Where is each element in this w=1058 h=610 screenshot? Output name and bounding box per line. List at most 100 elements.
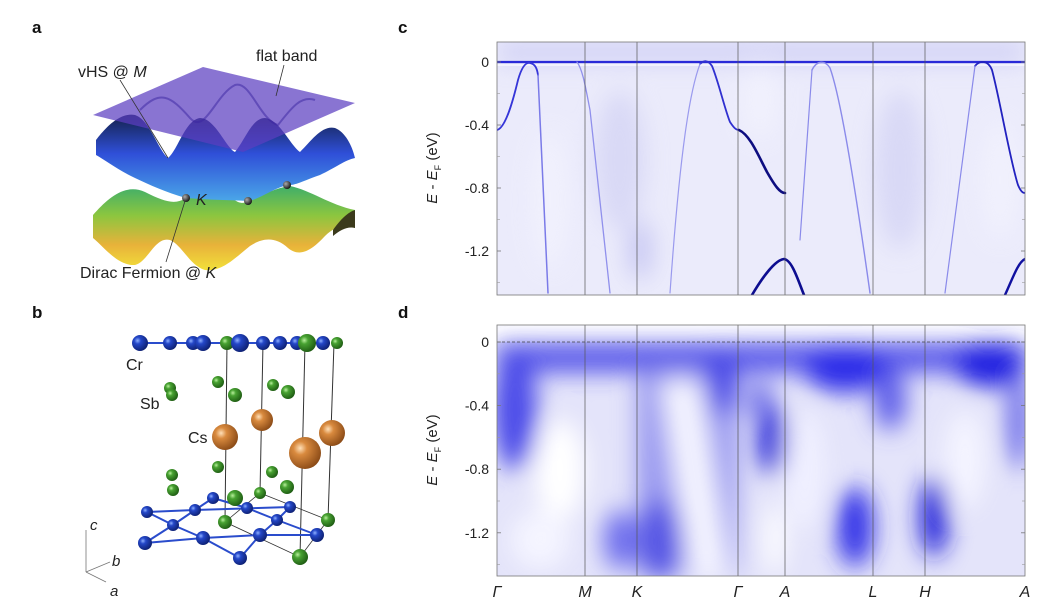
dirac-point-marker: [244, 197, 252, 205]
dirac-point-marker: [283, 181, 291, 189]
ytick-label: -1.2: [465, 243, 489, 259]
flat-band-label: flat band: [256, 48, 317, 65]
ylabel-minus: -: [424, 462, 441, 475]
sb-atom: [280, 480, 294, 494]
band-a-l: [811, 61, 871, 294]
kpoint-label: H: [919, 584, 931, 601]
flat-band-plane: [93, 67, 355, 152]
sb-atom: [331, 337, 343, 349]
axis-a-arrow: [85, 571, 107, 583]
panel-c-heatmap: [497, 42, 1025, 295]
sb-atom: [218, 515, 232, 529]
cr-atom: [207, 492, 219, 504]
sb-atom: [220, 336, 234, 350]
axis-a-label: a: [110, 583, 118, 600]
atom-label-cs: Cs: [188, 430, 208, 447]
axis-b-arrow: [85, 561, 111, 573]
panel-label-d: d: [398, 303, 408, 322]
cs-atom: [289, 437, 321, 469]
ylabel-ef: E: [424, 451, 441, 462]
cr-bond: [144, 537, 204, 544]
dirac-label-point: K: [206, 265, 218, 282]
band-h-a-faint: [944, 65, 976, 294]
cr-atom: [271, 514, 283, 526]
crystal-structure: Cr Sb Cs c b a: [85, 334, 345, 600]
dirac-label-text: Dirac Fermion @: [80, 265, 206, 282]
flat-band-leader: [275, 64, 285, 97]
band-h-a: [974, 61, 1025, 194]
dirac-leader: [165, 200, 186, 263]
ytick-label: 0: [481, 54, 489, 70]
kpoint-label: L: [869, 584, 878, 601]
sb-atom: [166, 469, 178, 481]
kpoint-label: Γ: [733, 584, 743, 601]
cr-atom: [273, 336, 287, 350]
ylabel-unit: (eV): [424, 132, 441, 165]
cr-atom: [163, 336, 177, 350]
sb-atom: [212, 461, 224, 473]
ylabel-e: E: [424, 193, 441, 204]
panel-c-kpoint-lines: [584, 42, 926, 295]
ytick-label: 0: [481, 334, 489, 350]
dirac-band-surface: [93, 186, 355, 271]
ylabel-ef: E: [424, 169, 441, 180]
sb-atom: [227, 490, 243, 506]
panel-d-ylabel: E - EF (eV): [424, 414, 443, 485]
cr-atom: [253, 528, 267, 542]
ylabel-ef-sub: F: [433, 164, 443, 170]
ylabel-minus: -: [424, 180, 441, 193]
cr-atom: [189, 504, 201, 516]
dirac-point-marker: [182, 194, 190, 202]
cr-atom: [316, 336, 330, 350]
cr-atom: [256, 336, 270, 350]
panel-c-frame: [496, 41, 1026, 296]
cr-bond: [202, 534, 261, 539]
cr-atom: [196, 531, 210, 545]
cs-atom: [251, 409, 273, 431]
cr-atom: [167, 519, 179, 531]
sb-atom: [292, 549, 308, 565]
cr-atom: [138, 536, 152, 550]
sb-atom: [298, 334, 316, 352]
panel-d-frame: [496, 324, 1026, 577]
ytick-label: -1.2: [465, 525, 489, 541]
band-gamma-a-lower: [750, 257, 806, 295]
cr-atom: [310, 528, 324, 542]
cr-atom: [195, 335, 211, 351]
band-gamma-faint: [537, 74, 549, 294]
kpoint-label: A: [1019, 584, 1031, 601]
cr-atom: [141, 506, 153, 518]
band-gamma-left: [497, 61, 539, 131]
cs-atom: [212, 424, 238, 450]
band-schematic: flat band vHS @ M K Dirac Fermion @ K: [78, 48, 355, 282]
panel-label-a: a: [32, 18, 42, 37]
atom-label-sb: Sb: [140, 396, 160, 413]
flat-band-plane-wave: [139, 83, 316, 127]
ylabel-e: E: [424, 475, 441, 486]
cr-atom: [284, 501, 296, 513]
band-k-gamma-faint: [669, 63, 701, 294]
atoms: [132, 334, 345, 565]
axis-b-label: b: [112, 553, 120, 570]
ylabel-unit: (eV): [424, 414, 441, 447]
sb-atom: [228, 388, 242, 402]
vhs-label-point: M: [133, 64, 147, 81]
ylabel-ef-sub: F: [433, 446, 443, 452]
panel-label-b: b: [32, 303, 42, 322]
vhs-band-surface: [96, 114, 355, 201]
dirac-band-side: [333, 210, 355, 236]
sb-atom: [167, 484, 179, 496]
panel-c-yticks: 0 -0.4 -0.8 -1.2: [465, 54, 1025, 283]
kpoint-label: K: [632, 584, 644, 601]
cr-atom: [132, 335, 148, 351]
atom-label-cr: Cr: [126, 357, 144, 374]
vhs-label: vHS @ M: [78, 64, 147, 81]
ytick-label: -0.4: [465, 398, 489, 414]
panel-d-yticks: 0 -0.4 -0.8 -1.2: [465, 334, 1025, 565]
sb-atom: [281, 385, 295, 399]
cr-bond: [276, 519, 318, 536]
cr-bond: [202, 537, 241, 559]
